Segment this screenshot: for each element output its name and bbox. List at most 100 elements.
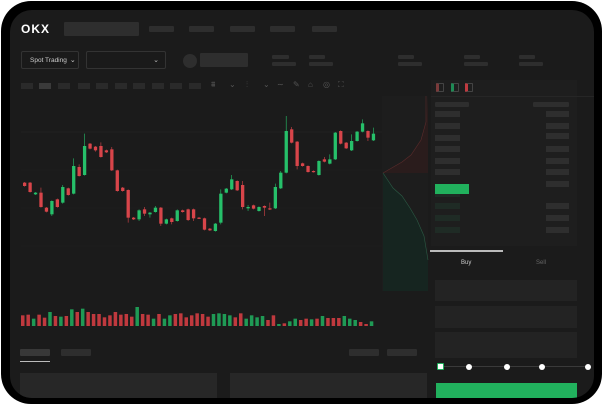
fullscreen-icon[interactable]: ⛶ xyxy=(338,80,344,89)
orderbook-price[interactable] xyxy=(435,123,460,129)
volume-bar xyxy=(80,308,85,326)
orderbook-price[interactable] xyxy=(435,111,460,117)
chevron-down-icon[interactable]: ⌄ xyxy=(229,80,236,89)
app-screen: OKX Spot Trading ⌄ ⌄ ⩩ ⌄ ⫶ ⌄ ∼ ✎ ⌂ ◎ ⛶ xyxy=(10,10,594,398)
interval-button[interactable] xyxy=(21,83,33,89)
chevron-down-icon[interactable]: ⌄ xyxy=(263,80,270,89)
candle xyxy=(197,217,201,219)
slider-stop-75[interactable] xyxy=(539,364,545,370)
volume-bar xyxy=(195,313,199,326)
indicator-icon[interactable]: ⫶ xyxy=(246,80,248,89)
amount-slider-track[interactable] xyxy=(440,366,588,367)
candle xyxy=(219,193,223,223)
candlestick-chart[interactable] xyxy=(10,10,594,398)
sell-tab[interactable]: Sell xyxy=(536,260,547,266)
search-bar[interactable] xyxy=(64,22,139,36)
candle xyxy=(360,123,365,132)
interval-button[interactable] xyxy=(96,83,108,89)
orders-panel-left xyxy=(20,373,217,398)
buy-button[interactable] xyxy=(436,383,577,398)
tab-open-orders[interactable] xyxy=(20,349,50,356)
interval-button-active[interactable] xyxy=(39,83,51,89)
volume-bar xyxy=(113,312,118,326)
interval-button[interactable] xyxy=(152,83,164,89)
nav-item[interactable] xyxy=(230,26,255,32)
volume-bar xyxy=(369,321,374,326)
candle xyxy=(268,208,272,210)
stat-value xyxy=(398,62,422,66)
volume-bar xyxy=(70,309,74,326)
orderbook-bids-icon[interactable] xyxy=(451,83,459,92)
nav-item[interactable] xyxy=(270,26,295,32)
price-placeholder xyxy=(200,53,248,67)
buy-tab[interactable]: Buy xyxy=(461,260,472,266)
slider-stop-25[interactable] xyxy=(466,364,472,370)
orderbook-price[interactable] xyxy=(435,215,460,221)
interval-button[interactable] xyxy=(170,83,182,89)
volume-bar xyxy=(320,316,325,326)
orderbook-amount xyxy=(546,146,569,152)
candle xyxy=(355,131,359,141)
slider-handle[interactable] xyxy=(437,363,444,370)
candle xyxy=(322,159,327,162)
coin-icon xyxy=(183,54,197,68)
volume-bar xyxy=(146,314,150,326)
candle xyxy=(295,141,299,166)
tab-order-history[interactable] xyxy=(61,349,91,356)
candle xyxy=(175,210,179,221)
line-icon[interactable]: ∼ xyxy=(277,80,284,89)
depth-asks-line xyxy=(382,96,427,174)
volume-bar xyxy=(130,316,134,326)
candle xyxy=(137,210,141,220)
orderbook-price[interactable] xyxy=(435,203,460,209)
candle xyxy=(115,170,119,191)
volume-bar xyxy=(277,324,281,326)
total-input[interactable] xyxy=(435,332,577,358)
candle-type-icon[interactable]: ⩩ xyxy=(211,80,216,89)
orderbook-amount xyxy=(546,158,569,164)
amount-input[interactable] xyxy=(435,306,577,328)
camera-icon[interactable]: ⌂ xyxy=(308,80,313,89)
candle xyxy=(251,205,256,209)
volume-bar xyxy=(168,315,172,326)
stat-label xyxy=(519,55,535,59)
volume-bar xyxy=(200,314,205,326)
candle xyxy=(300,163,305,166)
filter-button[interactable] xyxy=(349,349,379,356)
orderbook-price[interactable] xyxy=(435,191,460,197)
slider-stop-100[interactable] xyxy=(585,364,591,370)
stat-value xyxy=(272,62,296,66)
nav-item[interactable] xyxy=(312,26,337,32)
candle xyxy=(23,182,27,186)
orders-panel-right xyxy=(230,373,427,398)
interval-button[interactable] xyxy=(133,83,145,89)
interval-button[interactable] xyxy=(189,83,201,89)
orderbook-price[interactable] xyxy=(435,158,460,164)
pair-dropdown[interactable]: ⌄ xyxy=(86,51,166,69)
settings-icon[interactable]: ◎ xyxy=(323,80,330,89)
candle xyxy=(213,223,218,231)
volume-bar xyxy=(86,312,90,326)
orderbook-price[interactable] xyxy=(435,169,460,175)
volume-bar xyxy=(249,315,254,326)
filter-button[interactable] xyxy=(387,349,417,356)
volume-bar xyxy=(239,313,243,326)
interval-button[interactable] xyxy=(78,83,90,89)
orderbook-both-icon[interactable] xyxy=(436,83,444,92)
candle xyxy=(44,207,49,212)
interval-button[interactable] xyxy=(58,83,70,89)
draw-icon[interactable]: ✎ xyxy=(293,80,300,89)
slider-stop-50[interactable] xyxy=(504,364,510,370)
interval-button[interactable] xyxy=(115,83,127,89)
volume-bar xyxy=(353,320,357,326)
nav-item[interactable] xyxy=(149,26,174,32)
orderbook-asks-icon[interactable] xyxy=(465,83,473,92)
candle xyxy=(191,209,196,219)
nav-item[interactable] xyxy=(189,26,214,32)
market-type-dropdown[interactable]: Spot Trading ⌄ xyxy=(21,51,79,69)
orderbook-price[interactable] xyxy=(435,135,460,141)
price-input[interactable] xyxy=(435,280,577,301)
orderbook-price[interactable] xyxy=(435,146,460,152)
orderbook-price[interactable] xyxy=(435,227,460,233)
volume-bar xyxy=(298,320,303,326)
